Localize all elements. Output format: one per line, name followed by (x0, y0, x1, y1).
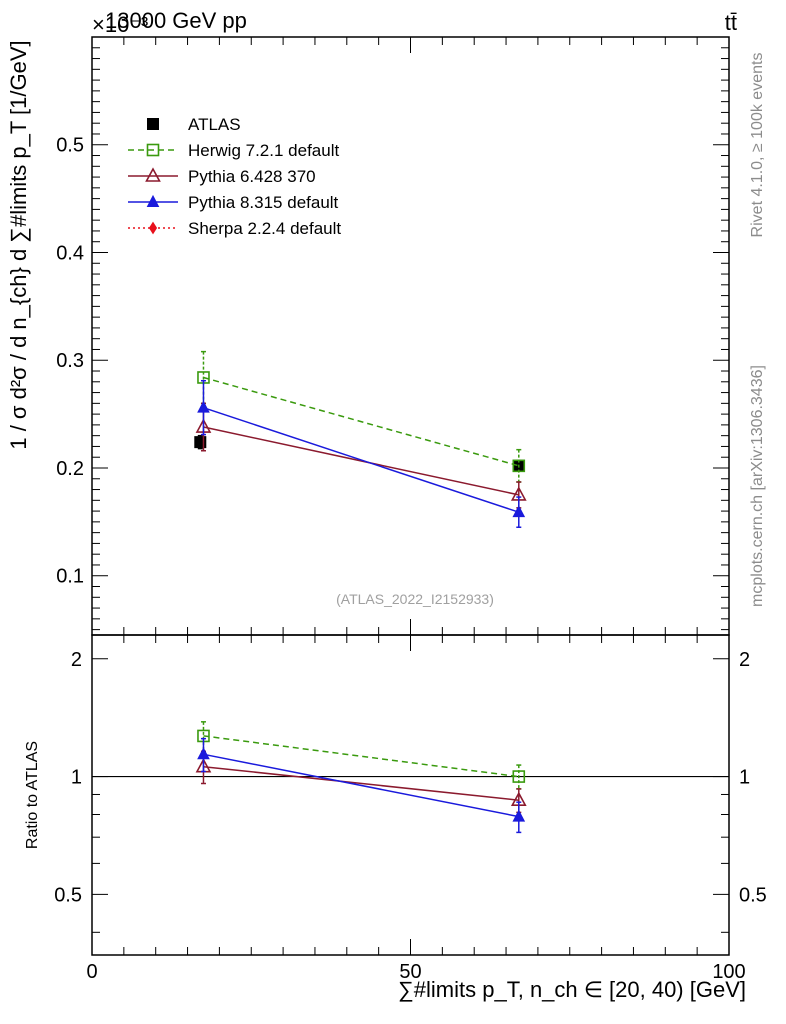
main-y-tick-labels: 0.1 0.2 0.3 0.4 0.5 (56, 135, 84, 588)
x-tick-labels: 0 50 100 (86, 961, 745, 983)
legend-marker (146, 143, 160, 157)
legend-entry-herwig-7-2-1-default: Herwig 7.2.1 default (128, 141, 339, 160)
analysis-watermark: (ATLAS_2022_I2152933) (336, 591, 494, 607)
ratio-line-herwig-7-2-1-default (203, 735, 519, 778)
ratio-y-tick-label-right: 1 (739, 767, 750, 789)
main-line-pythia-8-315-default (203, 406, 520, 513)
chart-title: 13000 GeV pp (105, 8, 247, 33)
main-series-group (194, 350, 527, 529)
legend-label: Herwig 7.2.1 default (188, 141, 339, 160)
ratio-y-tick-label-right: 2 (739, 649, 750, 671)
legend-marker (147, 118, 159, 130)
legend-entry-sherpa-2-2-4-default: Sherpa 2.2.4 default (128, 219, 341, 238)
x-tick-label: 0 (86, 961, 97, 983)
x-axis-title: ∑#limits p_T, n_ch ∈ [20, 40) [GeV] (398, 977, 746, 1002)
ratio-point-herwig-7-2-1-default (512, 770, 526, 783)
main-series-pythia-8-315-default (197, 379, 526, 529)
x-tick-label: 100 (712, 961, 745, 983)
legend-entry-pythia-6-428-370: Pythia 6.428 370 (128, 167, 316, 186)
side-text-rivet: Rivet 4.1.0, ≥ 100k events (749, 53, 766, 238)
legend-marker (145, 167, 161, 182)
ratio-ticks (91, 635, 730, 955)
main-ticks (91, 36, 730, 635)
ratio-y-tick-labels: 0.5 0.5 1 1 2 2 (54, 649, 767, 907)
legend-entry-atlas: ATLAS (147, 115, 241, 134)
legend-label: Sherpa 2.2.4 default (188, 219, 341, 238)
ratio-series-pythia-6-428-370 (195, 750, 527, 814)
ratio-line-pythia-8-315-default (203, 753, 519, 818)
legend-label: ATLAS (188, 115, 241, 134)
ratio-line-pythia-6-428-370 (203, 765, 519, 801)
main-point-pythia-8-315-default (512, 505, 526, 518)
main-y-tick-label: 0.3 (56, 350, 84, 372)
ratio-series-herwig-7-2-1-default (197, 721, 526, 790)
legend-marker (148, 221, 158, 235)
main-point-pythia-8-315-default (197, 400, 210, 413)
x-tick-label: 50 (399, 961, 421, 983)
ratio-point-pythia-8-315-default (512, 809, 526, 822)
legend-entry-pythia-8-315-default: Pythia 8.315 default (128, 193, 339, 212)
main-point-herwig-7-2-1-default (512, 459, 526, 473)
main-y-tick-label: 0.4 (56, 242, 84, 264)
chart-title-right: tt̄ (725, 10, 737, 35)
main-series-herwig-7-2-1-default (197, 350, 526, 483)
legend: ATLAS Herwig 7.2.1 default Pythia 6.428 37… (128, 115, 341, 238)
ratio-y-tick-label-left: 0.5 (54, 884, 82, 906)
ratio-y-tick-label-left: 1 (71, 767, 82, 789)
main-line-herwig-7-2-1-default (203, 376, 520, 467)
ratio-series-group (195, 721, 527, 834)
legend-label: Pythia 6.428 370 (188, 167, 316, 186)
ratio-y-axis-title: Ratio to ATLAS (24, 741, 41, 849)
side-text-mcplots: mcplots.cern.ch [arXiv:1306.3436] (749, 365, 766, 607)
main-line-pythia-6-428-370 (203, 426, 519, 496)
main-y-axis-title: 1 / σ d²σ / d n_{ch} d ∑#limits p_T [1/G… (6, 40, 31, 449)
ratio-y-tick-label-left: 2 (71, 649, 82, 671)
ratio-series-pythia-8-315-default (197, 737, 526, 834)
main-series-pythia-6-428-370 (195, 402, 527, 509)
ratio-point-pythia-8-315-default (197, 747, 210, 760)
main-y-tick-label: 0.1 (56, 566, 84, 588)
main-y-tick-label: 0.2 (56, 458, 84, 480)
exponent-label: ×10⁻³ (92, 12, 148, 37)
main-point-atlas (194, 436, 207, 449)
main-y-tick-label: 0.5 (56, 135, 84, 157)
legend-marker (146, 194, 160, 207)
ratio-y-tick-label-right: 0.5 (739, 884, 767, 906)
legend-label: Pythia 8.315 default (188, 193, 339, 212)
